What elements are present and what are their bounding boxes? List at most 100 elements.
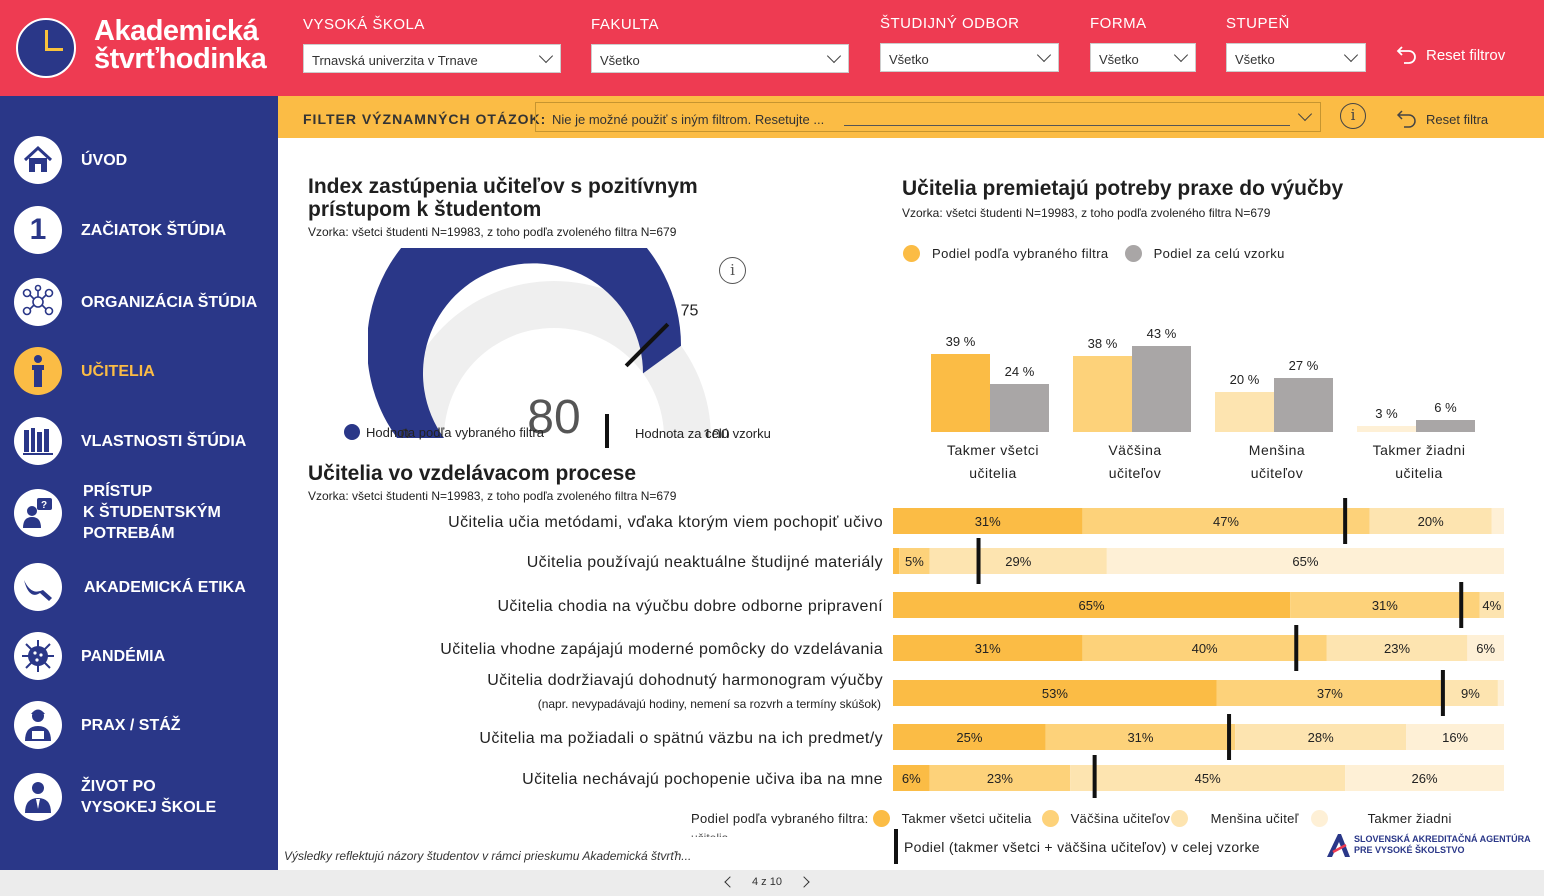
sidebar-item-vlastnosti-studia[interactable]: VLASTNOSTI ŠTÚDIA [14, 417, 246, 465]
legend-dot-icon [872, 810, 890, 827]
bar-filter-label: 39 % [946, 334, 976, 349]
sidebar-item-organizacia-studia[interactable]: ORGANIZÁCIA ŠTÚDIA [14, 278, 257, 326]
sample-marker [1294, 625, 1299, 671]
sidebar-item-pristup-k-studentskym-potrebam[interactable]: ? PRÍSTUP K ŠTUDENTSKÝM POTREBÁM [14, 481, 221, 544]
virus-icon [14, 632, 62, 680]
stack-segment [893, 724, 1046, 750]
main-panel: Index zastúpenia učiteľov s pozitívnym p… [278, 138, 1544, 870]
stack-segment [893, 548, 900, 574]
stack-segment [1345, 765, 1504, 791]
filter-degree-select[interactable]: Všetko [1226, 43, 1366, 72]
bar-all [1132, 346, 1191, 432]
sidebar-item-pandemia[interactable]: PANDÉMIA [14, 632, 165, 680]
bar-filter [1357, 426, 1416, 432]
bar-all-label: 6 % [1434, 400, 1457, 415]
books-icon [14, 417, 62, 465]
sidebar-item-prax-staz[interactable]: PRAX / STÁŽ [14, 701, 181, 749]
filter-faculty-label: FAKULTA [591, 16, 659, 33]
sidebar-item-zivot-po-vysokej-skole[interactable]: ŽIVOT PO VYSOKEJ ŠKOLE [14, 773, 216, 821]
sample-marker [1092, 755, 1097, 798]
row-label: Učitelia vhodne zapájajú moderné pomôcky… [440, 641, 883, 658]
question-filter-select[interactable]: Nie je možné použiť s iným filtrom. Rese… [535, 102, 1321, 132]
bar-all-label: 27 % [1289, 358, 1319, 373]
stack-segment [1369, 508, 1492, 534]
chevron-down-icon [538, 48, 554, 64]
category-label: učiteľov [1109, 465, 1161, 481]
bar-filter [1215, 392, 1274, 432]
sample-marker [976, 538, 981, 584]
pager-label: 4 z 10 [752, 876, 782, 888]
stack-segment-label: 28% [1308, 730, 1334, 745]
agency-a-icon [1327, 834, 1350, 857]
gauge-max-label: 100 [703, 427, 730, 438]
info-icon[interactable]: i [1340, 103, 1366, 129]
question-filter-bar: FILTER VÝZNAMNÝCH OTÁZOK: Nie je možné p… [278, 96, 1544, 138]
stack-segment-label: 5% [905, 554, 924, 569]
stack-segment [1326, 635, 1468, 661]
number-one-icon: 1 [14, 206, 62, 254]
teacher-icon [14, 347, 62, 395]
gauge-info-icon[interactable]: i [719, 257, 746, 284]
stack-segment [1082, 508, 1370, 534]
worker-icon [14, 701, 62, 749]
stack-segment-label: 9% [1461, 686, 1480, 701]
practice-subtitle: Vzorka: všetci študenti N=19983, z toho … [902, 206, 1271, 220]
legend-dot-icon [1041, 810, 1059, 827]
category-label: Väčšina [1108, 442, 1161, 458]
filter-faculty-select[interactable]: Všetko [591, 44, 849, 73]
reset-question-filter-button[interactable]: Reset filtra [1396, 108, 1488, 130]
practice-header: Učitelia premietajú potreby praxe do výu… [902, 177, 1502, 220]
chevron-left-icon[interactable] [724, 876, 736, 888]
sidebar-item-zaciatok-studia[interactable]: 1 ZAČIATOK ŠTÚDIA [14, 206, 226, 254]
sidebar-item-ucitelia[interactable]: UČITELIA [14, 347, 155, 395]
sample-marker [1440, 670, 1445, 716]
filter-degree: STUPEŇ Všetko [1226, 15, 1366, 72]
stack-segment-label: 20% [1418, 514, 1444, 529]
footer-bar: 4 z 10 [0, 870, 1544, 896]
bar-all [990, 384, 1049, 432]
logo-line-1: Akademická [94, 15, 259, 47]
chevron-right-icon[interactable] [798, 876, 810, 888]
help-person-icon: ? [14, 488, 62, 537]
stack-segment [1082, 635, 1327, 661]
stack-segment [893, 508, 1083, 534]
chevron-down-icon [1297, 106, 1313, 122]
sidebar-item-uvod[interactable]: ÚVOD [14, 136, 127, 184]
category-label: učitelia [969, 465, 1017, 481]
header-bar: Akademická štvrťhodinka VYSOKÁ ŠKOLA Trn… [0, 0, 1544, 96]
chevron-down-icon [826, 48, 842, 64]
network-icon [14, 278, 62, 326]
filter-university: VYSOKÁ ŠKOLA Trnavská univerzita v Trnav… [303, 16, 561, 73]
filter-form: FORMA Všetko [1090, 15, 1196, 72]
chevron-down-icon [1036, 47, 1052, 63]
gauge-header: Index zastúpenia učiteľov s pozitívnym p… [308, 175, 788, 239]
bar-all-label: 24 % [1005, 364, 1035, 379]
category-label: učitelia [1395, 465, 1443, 481]
legend-overflow-text: učitelia [691, 831, 728, 837]
stack-segment [1467, 635, 1504, 661]
stack-segment [893, 635, 1083, 661]
question-filter-label: FILTER VÝZNAMNÝCH OTÁZOK: [303, 111, 547, 127]
stack-segment [1045, 724, 1236, 750]
pager: 4 z 10 [724, 876, 810, 888]
stack-segment-label: 16% [1442, 730, 1468, 745]
process-stacked-bar-chart: 31% 47% 20% Učitelia učia metódami, vďaka k… [440, 498, 1504, 798]
clock-logo-icon [16, 18, 76, 78]
stack-segment [1290, 592, 1480, 618]
stack-segment [1406, 724, 1504, 750]
agency-logo: SLOVENSKÁ AKREDITAČNÁ AGENTÚRA PRE VYSOK… [1326, 832, 1531, 858]
stack-segment-label: 23% [1384, 641, 1410, 656]
reset-filters-button[interactable]: Reset filtrov [1396, 44, 1505, 66]
stack-segment [929, 765, 1071, 791]
process-title: Učitelia vo vzdelávacom procese [308, 462, 636, 485]
undo-arrow-icon [1396, 44, 1418, 66]
stack-segment [893, 765, 930, 791]
app-logo-text: Akademická štvrťhodinka [94, 15, 267, 74]
stack-segment [929, 548, 1107, 574]
gauge-subtitle: Vzorka: všetci študenti N=19983, z toho … [308, 225, 677, 239]
filter-university-select[interactable]: Trnavská univerzita v Trnave [303, 44, 561, 73]
filter-study-field-select[interactable]: Všetko [880, 43, 1059, 72]
sidebar-item-akademicka-etika[interactable]: AKADEMICKÁ ETIKA [14, 563, 246, 611]
filter-form-select[interactable]: Všetko [1090, 43, 1196, 72]
